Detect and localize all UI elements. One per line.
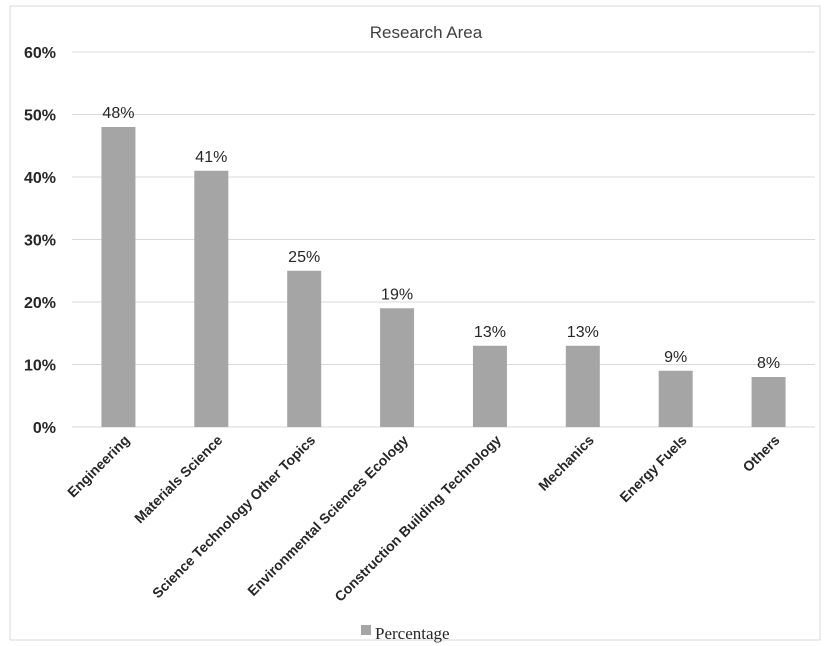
bar [472,345,507,427]
bar [287,270,322,427]
y-tick-label: 60% [24,45,56,62]
y-tick-label: 30% [24,233,56,250]
legend-label: Percentage [375,624,450,643]
data-label: 9% [664,349,687,366]
chart-frame [9,5,821,641]
data-label: 13% [474,324,506,341]
legend: Percentage [361,624,450,643]
y-tick-label: 20% [24,295,56,312]
data-label: 13% [567,324,599,341]
bars [101,127,786,427]
bar [101,127,136,427]
data-label: 48% [102,105,134,122]
y-tick-label: 0% [33,420,56,437]
y-tick-label: 10% [24,358,56,375]
chart-title: Research Area [370,23,483,42]
legend-swatch [361,625,371,635]
data-label: 8% [757,355,780,372]
bar [565,345,600,427]
bar [751,377,786,427]
y-axis-tick-labels: 0% 10% 20% 30% 40% 50% 60% [24,45,56,437]
data-labels: 48% 41% 25% 19% 13% 13% 9% 8% [102,105,780,372]
y-tick-label: 40% [24,170,56,187]
bar [380,308,415,427]
y-tick-label: 50% [24,108,56,125]
bar [194,170,229,427]
data-label: 41% [195,149,227,166]
data-label: 25% [288,249,320,266]
bar [658,370,693,427]
data-label: 19% [381,286,413,303]
